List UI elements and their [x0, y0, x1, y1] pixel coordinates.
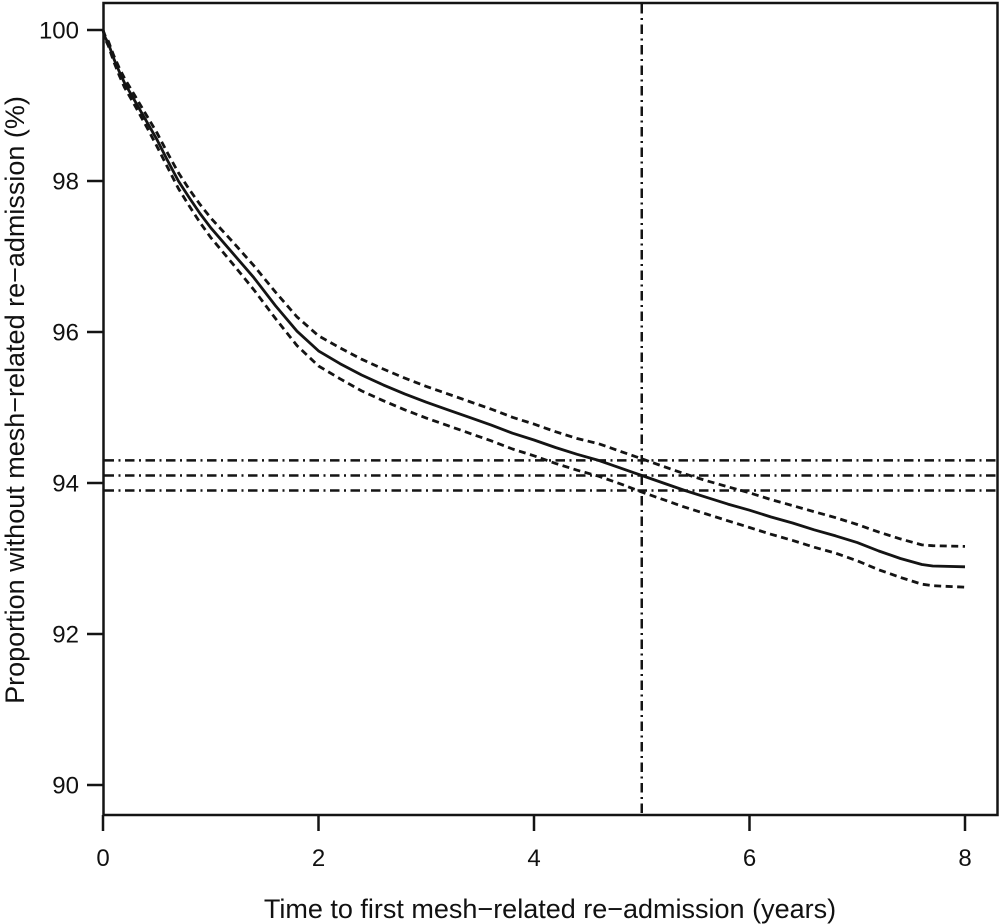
y-tick-label-100: 100 [39, 18, 79, 45]
y-tick-label-94: 94 [52, 471, 79, 498]
y-axis-title: Proportion without mesh−related re−admis… [0, 96, 30, 704]
series-estimate [101, 29, 966, 569]
ticks-group: 0 2 4 6 8 90 92 94 96 98 100 [39, 18, 972, 873]
x-tick-label-4: 4 [527, 845, 540, 872]
x-axis-title: Time to first mesh−related re−admission … [264, 894, 836, 924]
plot-frame [102, 1, 999, 817]
y-tick-label-92: 92 [52, 622, 79, 649]
y-tick-label-90: 90 [52, 773, 79, 800]
x-tick-label-0: 0 [96, 845, 109, 872]
x-tick-label-2: 2 [312, 845, 325, 872]
x-tick-label-8: 8 [958, 845, 971, 872]
y-tick-label-98: 98 [52, 169, 79, 196]
series-group [101, 29, 966, 589]
x-tick-label-6: 6 [743, 845, 756, 872]
series-lower-95ci [101, 29, 966, 589]
series-upper-95ci [101, 29, 966, 548]
y-tick-label-96: 96 [52, 320, 79, 347]
reference-lines-group [104, 4, 997, 814]
